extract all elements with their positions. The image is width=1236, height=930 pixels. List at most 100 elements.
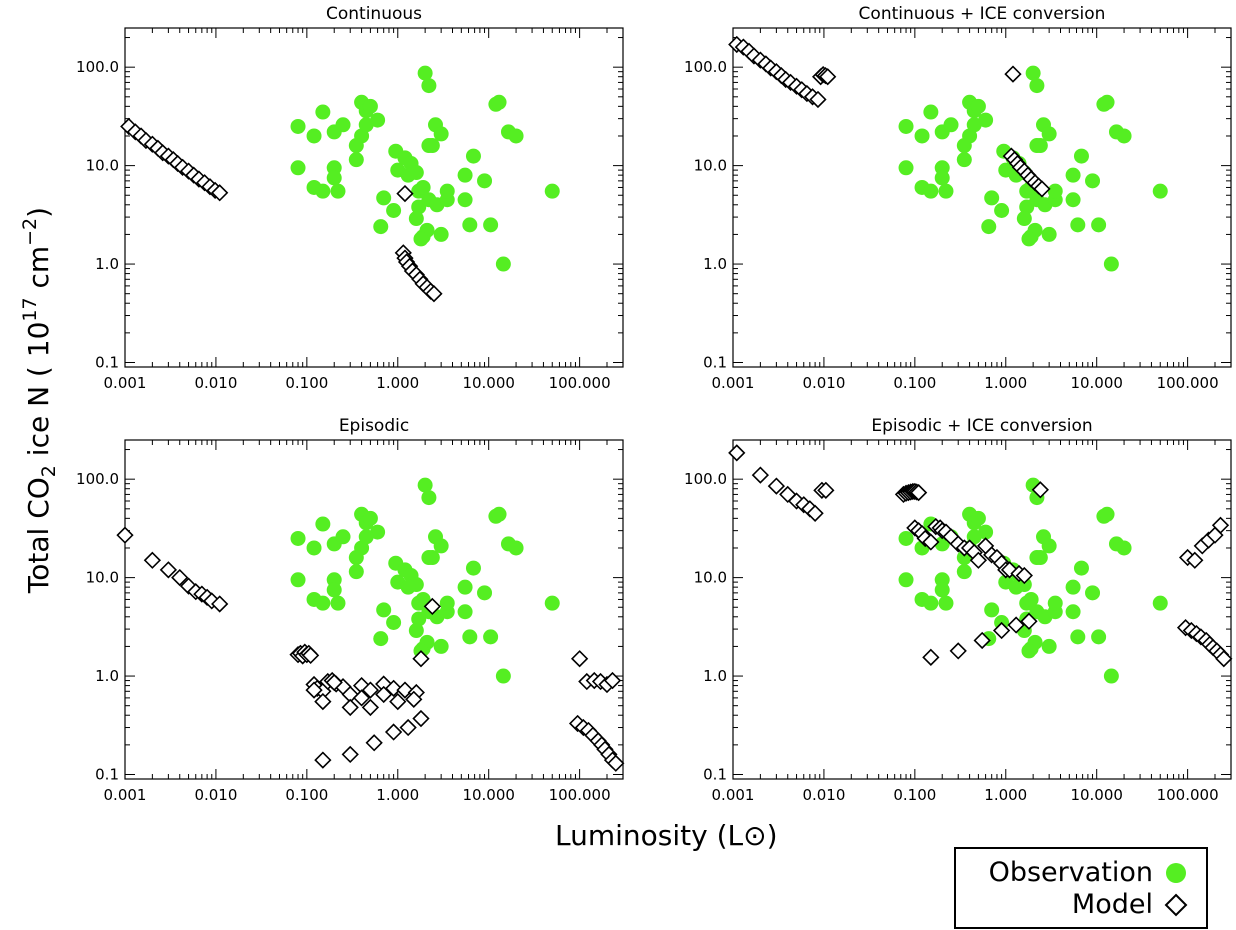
y-axis-label: Total CO2 ice N ( 1017 cm−2) (19, 207, 60, 594)
observation-point (1152, 595, 1168, 611)
observation-point (956, 138, 972, 154)
x-tick-label: 1.000 (984, 374, 1027, 392)
x-tick-label: 0.100 (285, 786, 328, 804)
model-point (314, 692, 332, 711)
observation-point (1021, 643, 1037, 659)
observation-point (495, 256, 511, 272)
model-point (806, 504, 824, 522)
observation-point (934, 170, 950, 186)
x-tick-label: 1.000 (376, 786, 419, 804)
observation-point (315, 595, 331, 611)
x-tick-label: 0.100 (893, 786, 936, 804)
model-point (728, 444, 746, 462)
observation-point (290, 572, 306, 588)
x-tick-label: 10.000 (462, 374, 515, 392)
model-point (305, 681, 323, 699)
x-tick-label: 100.000 (1157, 786, 1219, 804)
model-point (341, 745, 359, 764)
x-tick-label: 0.100 (285, 374, 328, 392)
observation-point (1041, 126, 1057, 142)
plot-frame (732, 27, 1232, 368)
observation-point (1091, 629, 1107, 645)
observation-point (457, 579, 473, 595)
observation-point (956, 152, 972, 168)
plot-frame (124, 27, 624, 368)
observation-point (923, 104, 939, 120)
observation-point (315, 183, 331, 199)
observation-point (457, 167, 473, 183)
observation-point (348, 550, 364, 566)
observation-point (326, 170, 342, 186)
y-tick-label: 100.0 (76, 470, 119, 488)
observation-point (1023, 591, 1039, 607)
model-point (1186, 551, 1204, 569)
x-tick-label: 100.000 (549, 374, 611, 392)
observation-point (348, 138, 364, 154)
observation-point (491, 506, 507, 522)
observation-point (1116, 540, 1132, 556)
observation-point (326, 582, 342, 598)
y-tick-label: 10.0 (86, 569, 119, 587)
observation-point (417, 477, 433, 493)
observation-point (984, 602, 1000, 618)
observation-point (934, 582, 950, 598)
observation-point (457, 192, 473, 208)
observation-point (415, 179, 431, 195)
model-point (751, 466, 770, 484)
observation-point (1103, 256, 1119, 272)
y-tick-label: 100.0 (76, 58, 119, 76)
observation-point (421, 490, 437, 506)
panel-title: Episodic (339, 416, 409, 436)
observation-point (290, 530, 306, 546)
observation-point (1070, 629, 1086, 645)
observation-point (421, 78, 437, 94)
x-tick-label: 0.001 (104, 374, 147, 392)
observation-point (1041, 638, 1057, 654)
observation-point (330, 595, 346, 611)
observation-point (970, 510, 986, 526)
observation-point (923, 595, 939, 611)
observation-point (348, 152, 364, 168)
model-point (909, 483, 928, 502)
model-point (969, 551, 988, 569)
model-point (361, 698, 380, 717)
observation-point (898, 118, 914, 134)
x-tick-label: 0.001 (712, 374, 755, 392)
x-tick-label: 0.010 (802, 374, 845, 392)
observation-point (1065, 167, 1081, 183)
model-point (412, 650, 430, 668)
model-point (603, 671, 622, 690)
observation-point (1152, 183, 1168, 199)
observation-point (315, 104, 331, 120)
observation-point (1025, 65, 1041, 81)
observation-point (1065, 579, 1081, 595)
y-tick-label: 1.0 (95, 667, 119, 685)
model-point (1004, 65, 1022, 83)
model-point (352, 689, 371, 707)
observation-point (465, 560, 481, 576)
observation-point (465, 148, 481, 164)
x-tick-label: 0.100 (893, 374, 936, 392)
observation-point (477, 585, 493, 601)
y-tick-label: 0.1 (95, 353, 119, 371)
observation-point (966, 117, 982, 133)
model-point (819, 68, 837, 86)
legend-box (954, 847, 1208, 929)
observation-point (433, 538, 449, 554)
y-tick-label: 0.1 (703, 765, 727, 783)
observation-point (315, 516, 331, 532)
observation-point (306, 128, 322, 144)
model-point (211, 595, 229, 613)
observation-point (335, 529, 351, 545)
model-point (817, 481, 835, 499)
x-tick-label: 0.010 (194, 374, 237, 392)
legend-observation-label: Observation (989, 857, 1153, 888)
panel-title: Continuous + ICE conversion (859, 4, 1106, 24)
y-tick-label: 0.1 (703, 353, 727, 371)
observation-point (943, 117, 959, 133)
observation-point (348, 564, 364, 580)
model-point (412, 709, 430, 728)
model-point (159, 561, 178, 579)
observation-point (1021, 231, 1037, 247)
